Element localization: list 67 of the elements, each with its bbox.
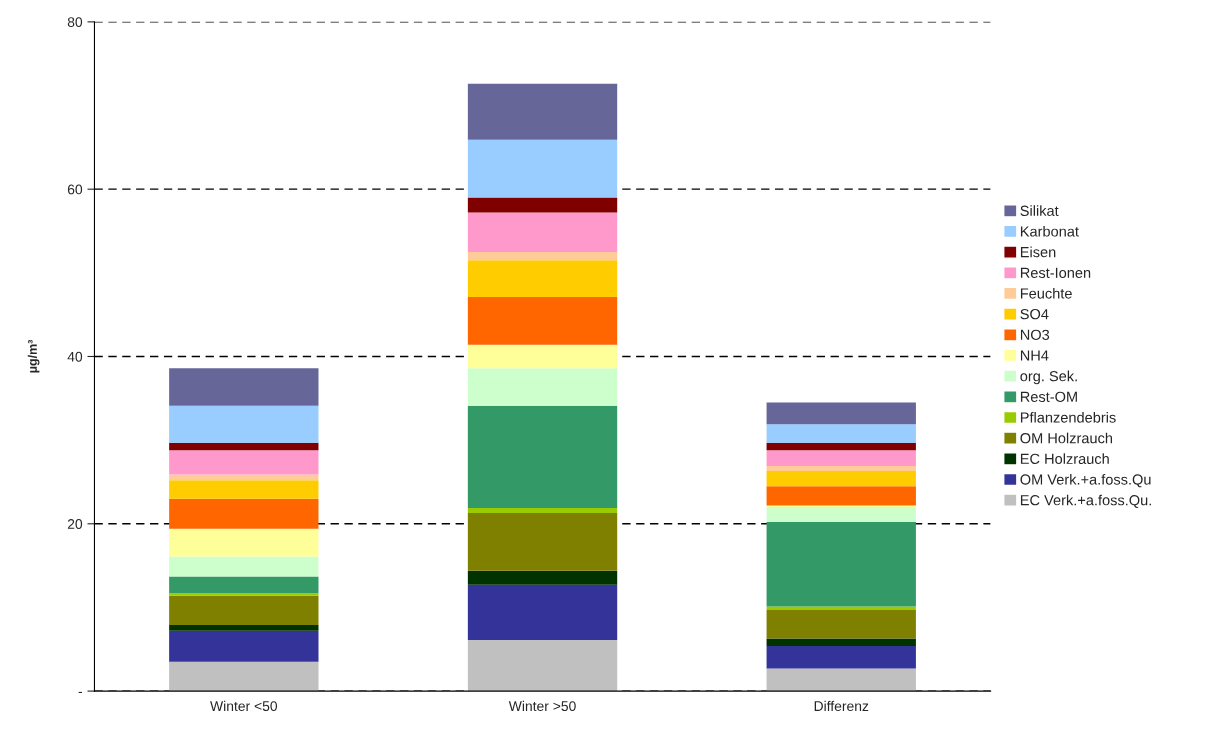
bar: [467, 139, 618, 198]
x-tick-label: Differenz: [814, 700, 869, 712]
bar: [467, 570, 618, 585]
bar: [766, 507, 916, 523]
bar: [766, 668, 916, 692]
bar: [169, 498, 319, 529]
bar: [766, 471, 916, 487]
bar: [169, 625, 319, 631]
bar: [766, 450, 916, 467]
bar: [467, 260, 618, 298]
y-tick-label: -: [78, 691, 83, 693]
bar: [169, 450, 319, 475]
bar: [169, 528, 319, 557]
legend-label: EC Verk.+a.foss.Qu.: [1020, 494, 1151, 508]
legend-label: OM Verk.+a.foss.Qu: [1020, 473, 1151, 488]
bar: [467, 405, 618, 508]
bar: [766, 402, 916, 425]
legend-label: EC Holzrauch: [1020, 453, 1109, 465]
bar: [467, 507, 618, 513]
bar: [766, 609, 916, 639]
legend-label: Rest-Ionen: [1020, 267, 1091, 278]
legend-label: Feuchte: [1020, 287, 1072, 299]
bar: [169, 474, 319, 481]
bar: [467, 197, 618, 213]
y-tick-label: 40: [67, 351, 83, 362]
bar: [169, 593, 319, 596]
legend-label: org. Sek.: [1020, 370, 1077, 385]
y-axis-title: µg/m³: [27, 339, 40, 373]
bar: [467, 212, 618, 252]
bar: [766, 638, 916, 646]
bar: [169, 576, 319, 594]
legend-label: OM Holzrauch: [1020, 432, 1113, 444]
bar: [766, 486, 916, 506]
bar: [169, 556, 319, 577]
bar: [169, 368, 319, 406]
x-tick-label: Winter >50: [508, 700, 576, 712]
legend-label: SO4: [1020, 308, 1049, 320]
bar: [467, 83, 618, 140]
y-tick-label: 80: [67, 17, 83, 28]
legend-label: NH4: [1020, 350, 1049, 361]
legend-label: Pflanzendebris: [1020, 411, 1116, 423]
bar: [467, 512, 618, 571]
y-tick-label: 20: [67, 519, 83, 529]
legend-label: Eisen: [1020, 246, 1056, 258]
bar: [467, 297, 618, 345]
bar: [467, 344, 618, 369]
bar: [169, 630, 319, 662]
bar: [766, 442, 916, 451]
bar: [169, 661, 319, 692]
legend-label: Karbonat: [1020, 225, 1079, 237]
bar: [169, 405, 319, 443]
bar: [169, 442, 319, 451]
bar: [169, 595, 319, 626]
legend-label: Rest-OM: [1020, 391, 1077, 402]
legend-label: NO3: [1020, 329, 1050, 340]
x-tick-label: Winter <50: [210, 700, 278, 712]
legend-label: Silikat: [1020, 205, 1059, 216]
bar: [766, 424, 916, 443]
bar: [467, 640, 618, 692]
y-tick-label: 60: [67, 184, 83, 195]
bar: [467, 368, 618, 406]
bar: [467, 584, 618, 641]
bar: [467, 251, 618, 261]
bar: [766, 522, 916, 607]
bar: [766, 466, 916, 472]
bar: [766, 645, 916, 669]
bar: [169, 480, 319, 499]
